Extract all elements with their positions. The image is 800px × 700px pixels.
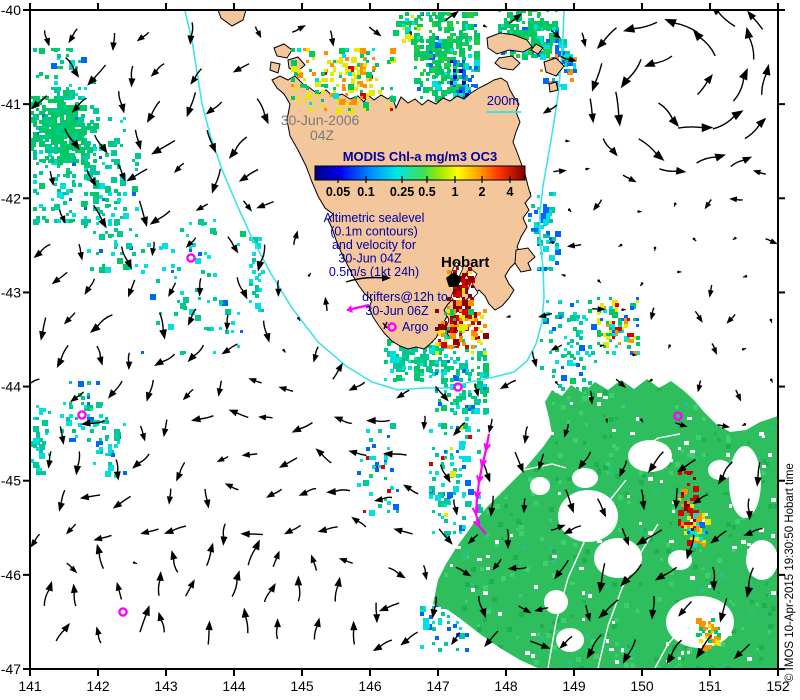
colorbar-title: MODIS Chl-a mg/m3 OC3 bbox=[343, 149, 498, 164]
plot-frame bbox=[29, 9, 779, 670]
x-axis-tick-label: 152 bbox=[766, 678, 790, 694]
plot-axes: 141 142 143 144 145 146 147 148 149 150 151 152-40-… bbox=[1, 2, 790, 694]
y-axis-tick-label: -42 bbox=[1, 190, 21, 206]
colorbar-tick-label: 0.1 bbox=[357, 185, 374, 199]
colorbar: 0.05 0.1 0.25 0.5 1 2 4 bbox=[314, 165, 526, 199]
colorbar-bar bbox=[314, 165, 526, 181]
contour-200m-line bbox=[184, 11, 565, 391]
drifter-chevron bbox=[479, 458, 483, 467]
y-axis-tick-label: -45 bbox=[1, 473, 21, 489]
island bbox=[543, 57, 565, 77]
colorbar-tick-label: 4 bbox=[507, 185, 514, 199]
reference-velocity-arrow bbox=[345, 276, 385, 283]
annotation-line-5: 0.5m/s (1kt 24h) bbox=[329, 265, 419, 279]
island bbox=[217, 11, 247, 27]
colorbar-tick-label: 0.05 bbox=[326, 185, 350, 199]
chl-overlay-speckle-group bbox=[291, 48, 721, 651]
drifter-tick-marker bbox=[382, 321, 388, 330]
drifters-argo-layer bbox=[77, 253, 683, 617]
y-axis-tick-label: -40 bbox=[1, 2, 21, 18]
island bbox=[514, 247, 536, 273]
colorbar-tick-label: 0.5 bbox=[418, 185, 435, 199]
argo-float-marker bbox=[77, 410, 87, 420]
drifters-label-line1: drifters@12h to bbox=[362, 290, 448, 304]
argo-label: Argo bbox=[402, 320, 428, 334]
west-drifter-tail bbox=[351, 303, 370, 311]
colorbar-tick-label: 2 bbox=[479, 185, 486, 199]
island bbox=[486, 32, 533, 55]
y-axis-tick-label: -47 bbox=[1, 661, 21, 677]
hobart-marker bbox=[446, 272, 461, 287]
island bbox=[273, 43, 293, 59]
bathymetry-200m-contour bbox=[184, 11, 565, 391]
annotation-line-2: (0.1m contours) bbox=[330, 225, 418, 239]
island bbox=[269, 61, 281, 74]
annotation-line-4: 30-Jun 04Z bbox=[338, 252, 402, 266]
colorbar-tick-label: 1 bbox=[452, 185, 459, 199]
map-annotations: 30-Jun-2006 04Z MODIS Chl-a mg/m3 OC3 20… bbox=[281, 93, 796, 682]
argo-float-marker bbox=[186, 253, 196, 263]
date-label-line1: 30-Jun-2006 bbox=[281, 112, 360, 128]
velocity-arrows-layer bbox=[31, 11, 777, 665]
x-axis-tick-label: 149 bbox=[562, 678, 586, 694]
y-axis-tick-label: -41 bbox=[1, 96, 21, 112]
chlorophyll-overlay-layer bbox=[291, 48, 721, 651]
drifters-label-line2: 30-Jun 06Z bbox=[365, 304, 429, 318]
copyright-text: © IMOS 10-Apr-2015 19:30:50 Hobart time bbox=[784, 463, 796, 682]
island bbox=[530, 43, 544, 55]
y-axis-tick-label: -44 bbox=[1, 379, 21, 395]
depth-200m-label: 200m bbox=[487, 93, 520, 108]
x-axis-tick-label: 148 bbox=[494, 678, 518, 694]
sea-chlorophyll-field bbox=[433, 379, 777, 668]
x-axis-tick-label: 146 bbox=[358, 678, 382, 694]
x-axis-tick-label: 151 bbox=[698, 678, 722, 694]
annotation-line-3: and velocity for bbox=[332, 238, 416, 252]
x-axis-tick-label: 147 bbox=[426, 678, 450, 694]
reference-arrowhead bbox=[382, 274, 391, 282]
drifter-chevron bbox=[483, 442, 487, 451]
drifter-chevron bbox=[471, 507, 477, 515]
drifter-chevron bbox=[473, 491, 478, 499]
island bbox=[548, 81, 559, 93]
drifter-chevron bbox=[476, 474, 480, 483]
argo-float-marker bbox=[387, 322, 397, 332]
x-axis-tick-label: 145 bbox=[290, 678, 314, 694]
colorbar-tick-label: 0.25 bbox=[390, 185, 414, 199]
date-label-line2: 04Z bbox=[310, 127, 335, 143]
y-axis-tick-label: -43 bbox=[1, 284, 21, 300]
x-axis-tick-label: 150 bbox=[630, 678, 654, 694]
x-axis-tick-label: 144 bbox=[222, 678, 246, 694]
west-drifter-arrowhead bbox=[346, 305, 353, 313]
annotation-line-1: Altimetric sealevel bbox=[324, 211, 425, 225]
drifter-chevron bbox=[472, 520, 480, 527]
hobart-label: Hobart bbox=[441, 254, 489, 271]
argo-float-marker bbox=[118, 607, 128, 617]
argo-float-marker bbox=[673, 411, 683, 421]
x-axis-tick-label: 143 bbox=[154, 678, 178, 694]
argo-float-marker bbox=[453, 382, 463, 392]
island bbox=[494, 55, 521, 71]
y-axis-tick-label: -46 bbox=[1, 567, 21, 583]
x-axis-tick-label: 142 bbox=[86, 678, 110, 694]
x-axis-tick-label: 141 bbox=[18, 678, 42, 694]
